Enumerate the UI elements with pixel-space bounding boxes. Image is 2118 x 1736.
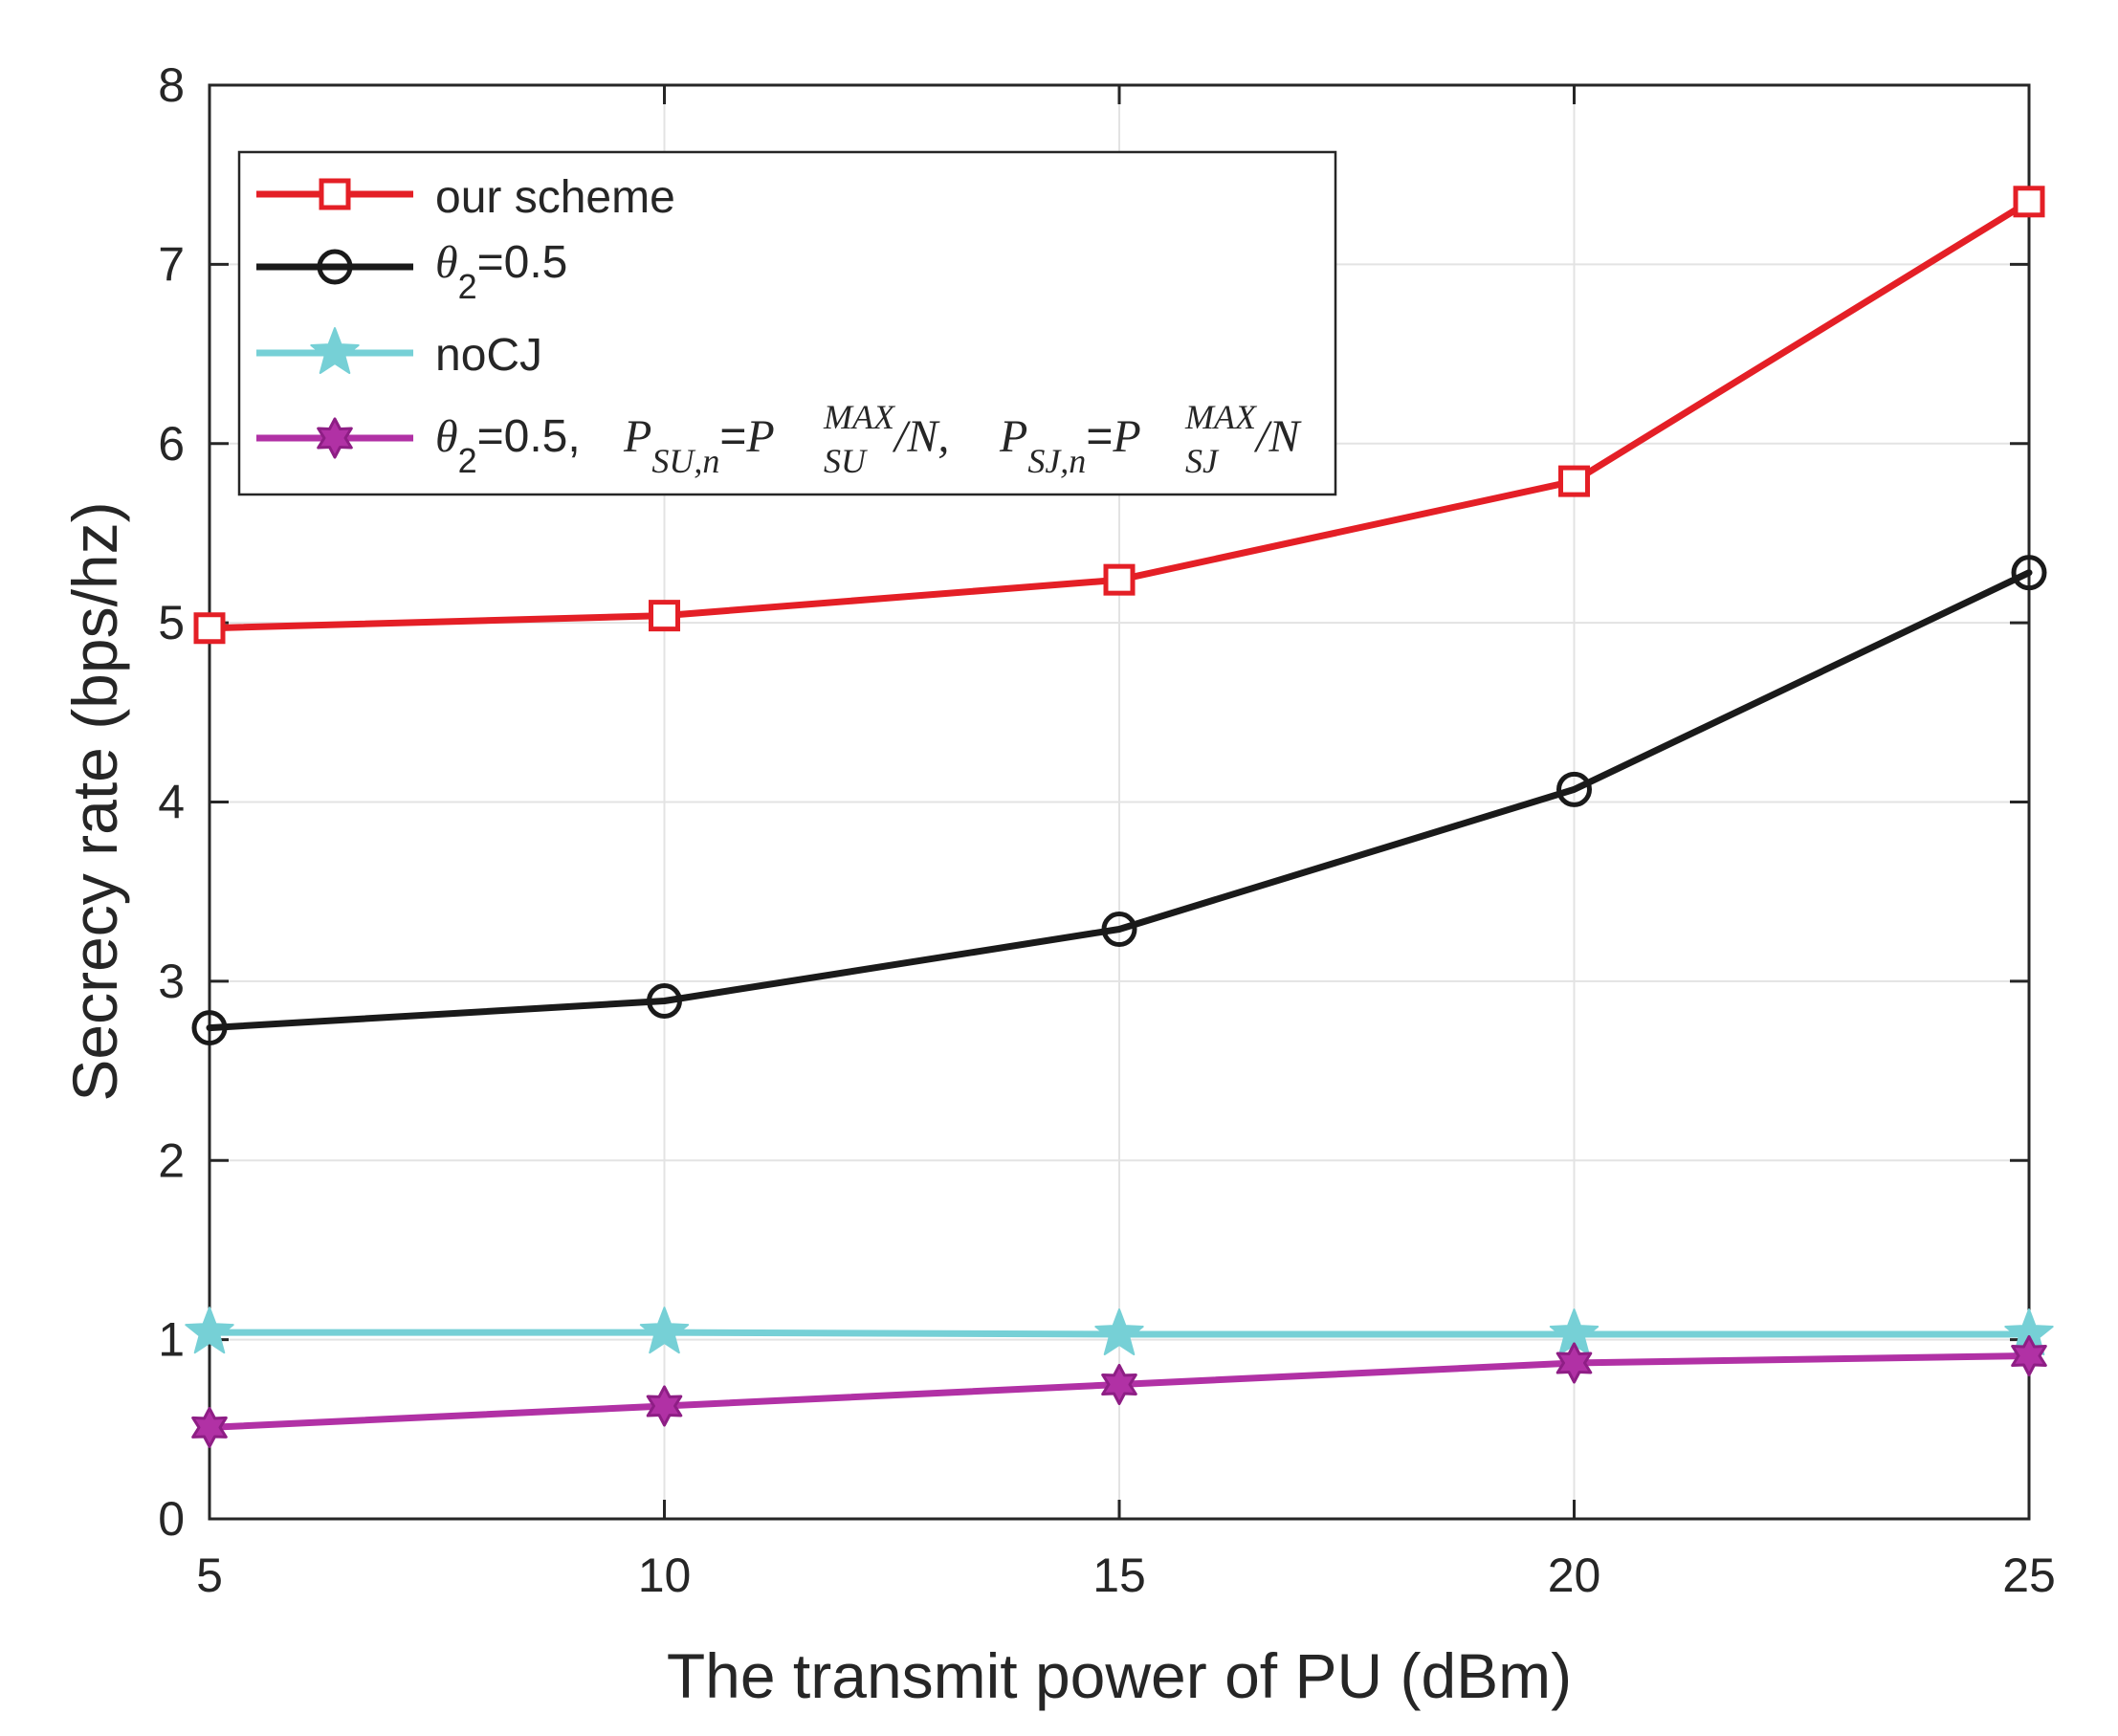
series-nocj	[185, 1307, 2054, 1355]
data-point-our-scheme	[649, 600, 680, 632]
x-tick-label: 5	[196, 1549, 223, 1602]
x-tick-label: 20	[1548, 1549, 1601, 1602]
data-point-our-scheme	[2013, 186, 2045, 218]
y-tick-label: 0	[158, 1492, 185, 1546]
series-line-theta-0-5	[206, 569, 2033, 1032]
data-point-theta-0-5	[191, 1010, 228, 1046]
y-tick-label: 2	[158, 1133, 185, 1187]
y-tick-label: 5	[158, 596, 185, 649]
data-point-our-scheme	[193, 612, 226, 645]
legend-box	[237, 150, 1337, 496]
x-axis-title: The transmit power of PU (dBm)	[667, 1640, 1572, 1711]
data-point-our-scheme	[1558, 465, 1590, 497]
data-point-our-scheme	[1103, 563, 1136, 596]
data-point-nocj	[185, 1307, 234, 1354]
data-point-theta-0-5-equal-power	[1555, 1342, 1593, 1384]
data-point-theta-0-5-equal-power	[2011, 1335, 2047, 1376]
data-point-nocj	[1094, 1308, 1144, 1355]
y-tick-label: 1	[158, 1313, 185, 1367]
data-point-nocj	[639, 1307, 690, 1354]
data-point-theta-0-5-equal-power	[646, 1385, 683, 1427]
legend-marker-our-scheme	[319, 178, 351, 210]
data-point-theta-0-5	[1556, 771, 1592, 807]
axis-ticks: 5 10 15 20 25 0 1 2 3 4 5 6 7 8	[158, 58, 2056, 1602]
y-tick-label: 4	[158, 776, 185, 829]
y-tick-label: 8	[158, 58, 185, 112]
legend-label-theta: θ2=0.5	[435, 237, 567, 306]
series-theta-0-5-equal-power	[191, 1335, 2047, 1448]
legend-label-our-scheme: our scheme	[435, 172, 675, 223]
x-tick-label: 25	[2002, 1549, 2056, 1602]
series-theta-0-5	[191, 555, 2047, 1046]
legend-marker-theta-0-5	[317, 249, 353, 285]
series	[185, 186, 2054, 1448]
legend: our scheme θ2=0.5 noCJ θ2=0.5, PSU,n=P MAX…	[237, 150, 1337, 496]
legend-marker-theta-0-5-equal-power	[317, 417, 353, 459]
data-point-theta-0-5	[647, 982, 682, 1019]
x-tick-label: 15	[1092, 1549, 1146, 1602]
y-tick-label: 6	[158, 417, 185, 471]
x-tick-label: 10	[638, 1549, 692, 1602]
y-tick-label: 3	[158, 955, 185, 1008]
y-tick-label: 7	[158, 237, 185, 291]
data-point-theta-0-5-equal-power	[1101, 1364, 1137, 1405]
data-point-theta-0-5	[2011, 555, 2047, 591]
data-point-theta-0-5-equal-power	[191, 1406, 228, 1448]
series-our-scheme	[193, 186, 2045, 645]
legend-marker-nocj	[310, 327, 360, 374]
legend-label-nocj: noCJ	[435, 330, 542, 381]
data-point-theta-0-5	[1101, 912, 1137, 948]
y-axis-title: Secrecy rate (bps/hz)	[59, 501, 130, 1101]
legend-label-theta-equal-power: θ2=0.5, PSU,n=P MAX SU/N, PSJ,n=P MAX SJ/N	[435, 398, 1302, 480]
